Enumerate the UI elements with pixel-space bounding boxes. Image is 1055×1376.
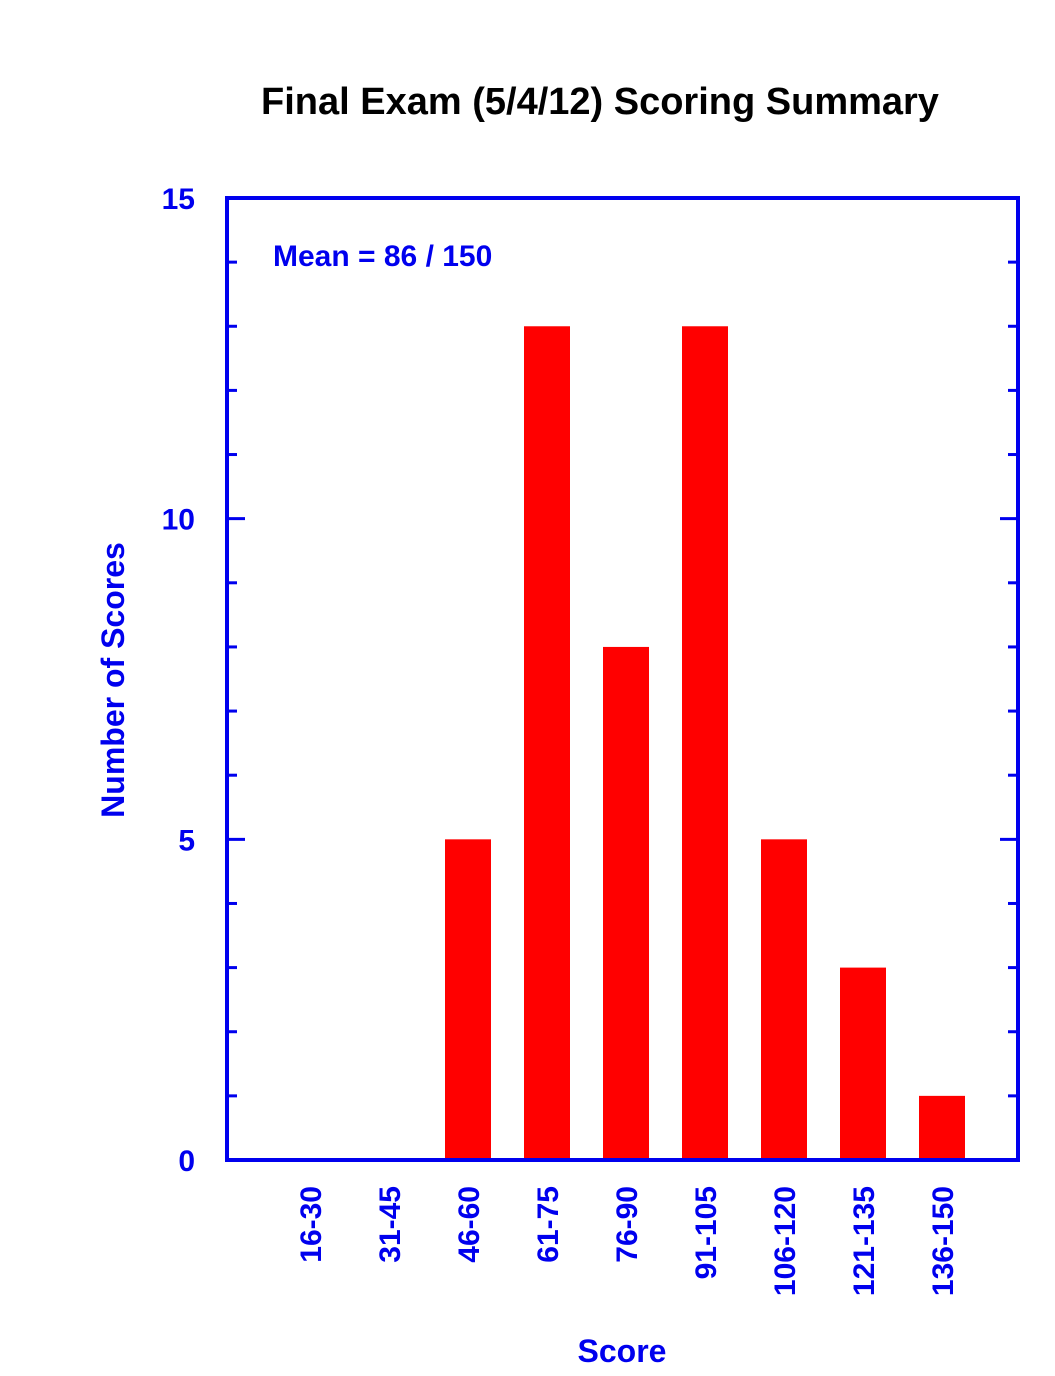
bar-46-60 <box>445 839 491 1160</box>
x-tick-label-91-105: 91-105 <box>690 1186 723 1279</box>
bar-91-105 <box>682 326 728 1160</box>
bar-61-75 <box>524 326 570 1160</box>
bars-layer <box>445 326 965 1160</box>
y-tick-label-5: 5 <box>178 824 195 857</box>
x-tick-label-106-120: 106-120 <box>769 1186 802 1296</box>
chart-title: Final Exam (5/4/12) Scoring Summary <box>261 81 939 123</box>
bar-76-90 <box>603 646 649 1160</box>
bar-136-150 <box>919 1095 965 1160</box>
y-tick-label-0: 0 <box>178 1145 195 1178</box>
y-tick-label-10: 10 <box>162 504 195 537</box>
x-tick-label-136-150: 136-150 <box>927 1186 960 1296</box>
x-tick-label-76-90: 76-90 <box>611 1186 644 1263</box>
x-tick-label-46-60: 46-60 <box>453 1186 486 1263</box>
bar-106-120 <box>761 839 807 1160</box>
y-axis-label: Number of Scores <box>95 542 131 818</box>
x-tick-label-31-45: 31-45 <box>374 1186 407 1263</box>
plot-frame <box>225 196 1020 1162</box>
x-tick-labels: 16-30 31-45 46-60 61-75 76-90 91-105 106-120 12… <box>295 1186 960 1296</box>
mean-annotation: Mean = 86 / 150 <box>273 240 492 273</box>
y-tick-label-15: 15 <box>162 183 195 216</box>
x-axis-label: Score <box>578 1333 667 1369</box>
x-tick-label-61-75: 61-75 <box>532 1186 565 1263</box>
x-tick-label-121-135: 121-135 <box>848 1186 881 1296</box>
y-tick-labels: 0 5 10 15 <box>162 183 195 1178</box>
x-tick-label-16-30: 16-30 <box>295 1186 328 1263</box>
bar-121-135 <box>840 967 886 1160</box>
